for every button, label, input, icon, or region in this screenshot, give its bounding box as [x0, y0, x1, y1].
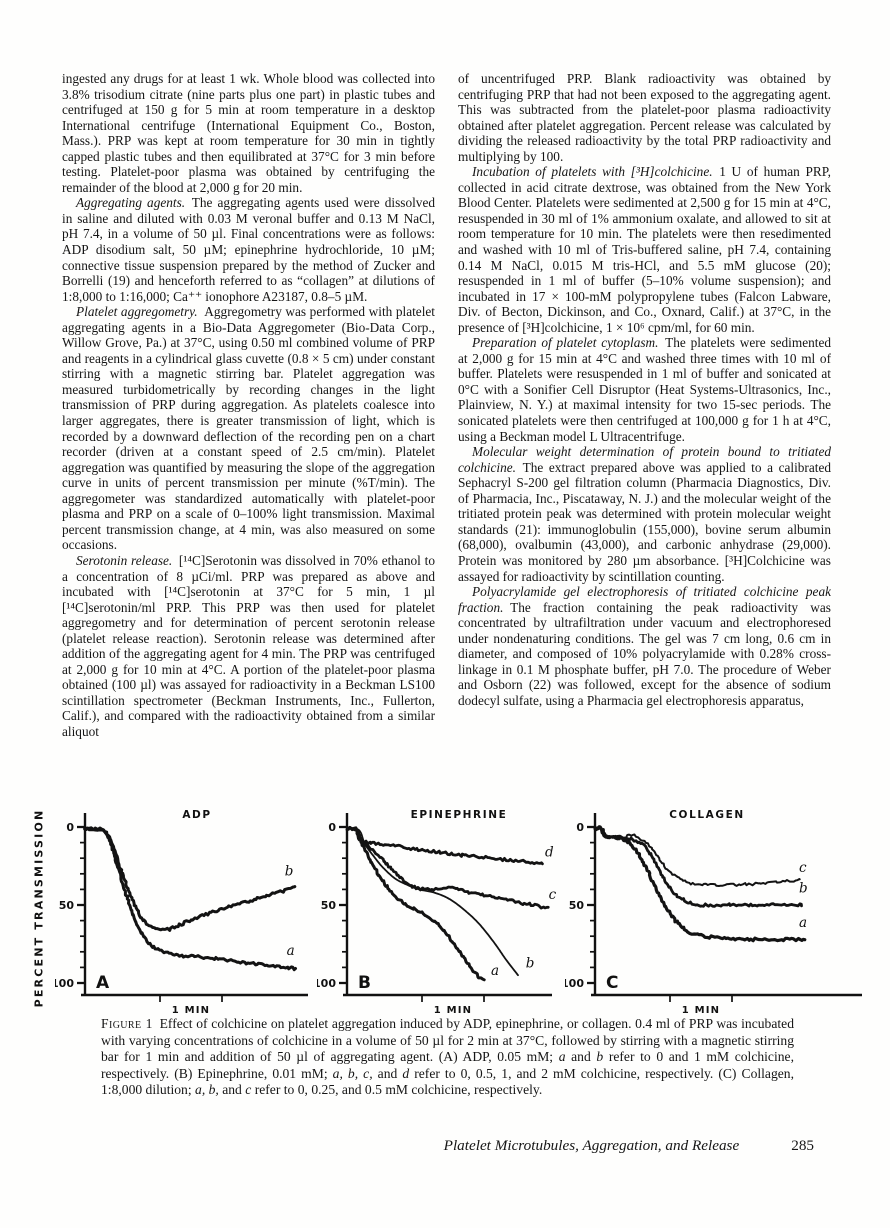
curve-label-c: c	[549, 887, 557, 903]
y-tick-label: 100	[565, 977, 584, 990]
panel-title: ADP	[182, 809, 211, 821]
curve-label-c: c	[799, 860, 807, 876]
caption-segment: Figure 1	[101, 1016, 153, 1031]
caption-segment: a	[558, 1049, 566, 1064]
trace-curve-b	[83, 826, 297, 932]
paragraph-text: ingested any drugs for at least 1 wk. Wh…	[62, 71, 435, 195]
curve-label-a: a	[799, 915, 807, 931]
paragraph: of uncentrifuged PRP. Blank radioactivit…	[458, 71, 831, 164]
paragraph-text: The platelets were sedimented at 2,000 g…	[458, 335, 831, 444]
caption-segment: and	[565, 1049, 597, 1064]
paragraph: Platelet aggregometry. Aggregometry was p…	[62, 304, 435, 553]
paragraph-text: of uncentrifuged PRP. Blank radioactivit…	[458, 71, 831, 164]
paragraph-text: 1 U of human PRP, collected in acid citr…	[458, 164, 831, 335]
page-footer: Platelet Microtubules, Aggregation, and …	[444, 1137, 814, 1155]
trace-curve-c	[345, 826, 550, 910]
paragraph: Preparation of platelet cytoplasm. The pl…	[458, 335, 831, 444]
running-title: Platelet Microtubules, Aggregation, and …	[443, 1137, 740, 1154]
trace-curve-b	[346, 827, 519, 977]
paragraph-text: The aggregating agents used were dissolv…	[62, 195, 435, 304]
curve-label-d: d	[545, 845, 554, 861]
paragraph-lead: Aggregating agents.	[76, 195, 186, 211]
panel-title: COLLAGEN	[669, 809, 745, 821]
y-axis-label: PERCENT TRANSMISSION	[32, 808, 46, 1008]
paragraph-lead: Molecular weight determination of protei…	[458, 444, 831, 475]
y-tick-label: 50	[569, 899, 585, 912]
trace-curve-a	[345, 826, 486, 982]
paragraph-text: [¹⁴C]Serotonin was dissolved in 70% etha…	[62, 552, 435, 739]
curve-label-b: b	[526, 955, 535, 971]
text-column-left: ingested any drugs for at least 1 wk. Wh…	[62, 71, 435, 793]
paragraph-lead: Serotonin release.	[76, 552, 173, 568]
paragraph-lead: Preparation of platelet cytoplasm.	[472, 335, 659, 351]
curve-label-a: a	[287, 943, 295, 959]
caption-segment: c	[245, 1082, 252, 1097]
panel-letter: C	[606, 973, 618, 993]
paragraph-lead: Platelet aggregometry.	[76, 304, 198, 320]
y-tick-label: 50	[321, 899, 337, 912]
y-tick-label: 0	[576, 821, 584, 834]
y-tick-label: 100	[55, 977, 74, 990]
paragraph: Incubation of platelets with [³H]colchic…	[458, 164, 831, 335]
caption-segment: Effect of colchicine on platelet aggrega…	[101, 1016, 794, 1064]
panel-letter: A	[96, 973, 110, 993]
caption-segment: b	[596, 1049, 604, 1064]
paragraph: Molecular weight determination of protei…	[458, 444, 831, 584]
curve-label-a: a	[491, 963, 499, 979]
chart-panel-adp: ADP 0 50 100 1 MIN Ab a	[55, 809, 308, 1016]
curve-label-b: b	[285, 863, 294, 879]
y-tick-label: 50	[59, 899, 75, 912]
x-axis-label: 1 MIN	[434, 1005, 472, 1016]
curve-label-b: b	[799, 881, 808, 897]
paragraph-text: The extract prepared above was applied t…	[458, 459, 831, 584]
paragraph: Serotonin release. [¹⁴C]Serotonin was dis…	[62, 553, 435, 740]
paragraph-text: Aggregometry was performed with platelet…	[62, 304, 435, 553]
x-axis-label: 1 MIN	[682, 1005, 720, 1016]
caption-segment: d	[402, 1065, 410, 1081]
trace-curve-d	[345, 825, 544, 866]
page-number: 285	[791, 1137, 814, 1154]
panel-letter: B	[358, 973, 371, 993]
caption-segment: a, b, c,	[332, 1065, 373, 1081]
text-column-right: of uncentrifuged PRP. Blank radioactivit…	[458, 71, 831, 793]
paragraph-lead: Incubation of platelets with [³H]colchic…	[472, 164, 713, 180]
panel-title: EPINEPHRINE	[411, 809, 508, 821]
chart-panel-epinephrine: EPINEPHRINE 0 50 100 1 MIN Bd c b a	[317, 809, 557, 1016]
paragraph-text: The fraction containing the peak radioac…	[458, 599, 831, 708]
trace-curve-b	[594, 825, 803, 908]
paragraph: ingested any drugs for at least 1 wk. Wh…	[62, 71, 435, 195]
trace-curve-c	[593, 826, 801, 887]
trace-curve-a	[593, 825, 807, 943]
y-tick-label: 100	[317, 977, 336, 990]
x-axis-label: 1 MIN	[172, 1005, 210, 1016]
trace-curve-a	[83, 826, 297, 972]
caption-segment: refer to 0, 0.25, and 0.5 mM colchicine,…	[251, 1082, 543, 1097]
caption-segment: refer to 0 and 1 mM colchicine, respecti…	[101, 1049, 794, 1081]
caption-segment: and	[218, 1082, 246, 1097]
caption-segment: a, b,	[195, 1082, 219, 1097]
paragraph-lead: Polyacrylamide gel electrophoresis of tr…	[458, 584, 831, 615]
y-tick-label: 0	[328, 821, 336, 834]
chart-panel-collagen: COLLAGEN 0 50 100 1 MIN Ccb a	[565, 809, 862, 1016]
y-tick-label: 0	[66, 821, 74, 834]
caption-segment: refer to 0, 0.5, 1, and 2 mM colchicine,…	[101, 1065, 794, 1098]
paragraph: Polyacrylamide gel electrophoresis of tr…	[458, 584, 831, 708]
paragraph: Aggregating agents. The aggregating agent…	[62, 195, 435, 304]
caption-segment: and	[372, 1065, 403, 1081]
figure-caption: Figure 1 Effect of colchicine on platele…	[101, 1016, 794, 1099]
